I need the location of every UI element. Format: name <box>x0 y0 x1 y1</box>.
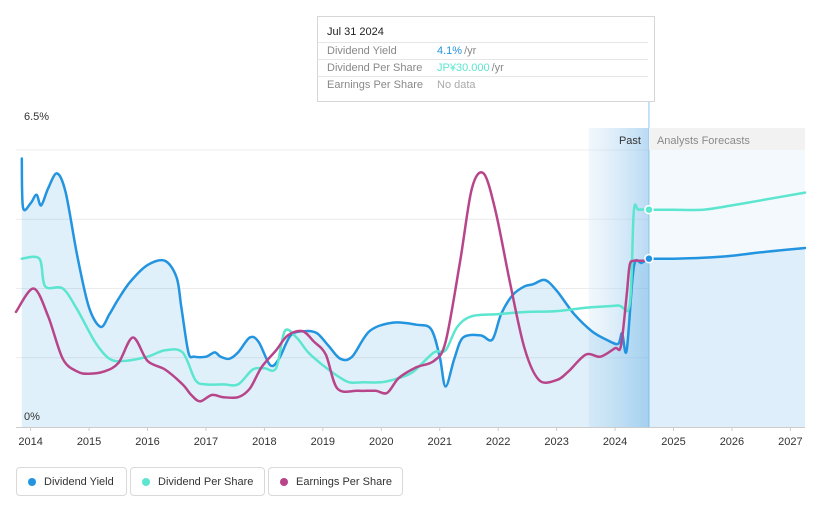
x-tick-label: 2014 <box>18 436 42 448</box>
forecast-label: Analysts Forecasts <box>657 135 750 147</box>
tooltip-row-dividend-yield: Dividend Yield 4.1%/yr <box>318 42 648 60</box>
tooltip-row-value: JP¥30.000/yr <box>437 62 504 74</box>
x-tick-label: 2017 <box>194 436 218 448</box>
legend-label: Dividend Per Share <box>158 475 254 488</box>
tooltip-row-value: 4.1%/yr <box>437 45 477 57</box>
x-tick-label: 2026 <box>720 436 744 448</box>
tooltip-row-value: No data <box>437 79 476 91</box>
x-tick-label: 2020 <box>369 436 393 448</box>
legend-label: Earnings Per Share <box>296 475 392 488</box>
x-tick-label: 2022 <box>486 436 510 448</box>
x-tick-label: 2016 <box>135 436 159 448</box>
series-lines <box>14 157 807 403</box>
legend-item-earnings-per-share[interactable]: Earnings Per Share <box>268 467 403 496</box>
series-fills <box>21 158 805 427</box>
hover-tooltip: Jul 31 2024 Dividend Yield 4.1%/yr Divid… <box>317 16 655 102</box>
chart-regions: Past Analysts Forecasts <box>588 100 805 427</box>
tooltip-row-label: Earnings Per Share <box>327 79 423 91</box>
dividend-yield-area <box>21 158 650 427</box>
x-tick-label: 2018 <box>252 436 276 448</box>
tooltip-row-dividend-per-share: Dividend Per Share JP¥30.000/yr <box>318 59 648 77</box>
earnings-per-share-line <box>14 171 646 403</box>
past-label: Past <box>619 135 641 147</box>
tooltip-row-label: Dividend Yield <box>327 45 397 57</box>
x-tick-label: 2024 <box>603 436 627 448</box>
x-tick-label: 2025 <box>661 436 685 448</box>
dividend-per-share-marker <box>644 204 654 215</box>
legend-label: Dividend Yield <box>44 475 114 488</box>
dividend-yield-forecast-line <box>647 246 807 260</box>
tooltip-date: Jul 31 2024 <box>327 26 384 38</box>
x-tick-label: 2019 <box>311 436 335 448</box>
legend-dot-icon <box>280 477 288 486</box>
forecast-region <box>648 128 805 427</box>
y-tick-label-min: 0% <box>24 411 40 423</box>
y-tick-label-max: 6.5% <box>24 111 49 123</box>
x-tick-label: 2023 <box>544 436 568 448</box>
past-region <box>588 128 649 427</box>
tooltip-row-label: Dividend Per Share <box>327 62 423 74</box>
x-tick-label: 2027 <box>778 436 802 448</box>
y-axis-ticks: 6.5% 0% <box>24 111 49 423</box>
legend-dot-icon <box>142 477 150 486</box>
legend-dot-icon <box>28 477 36 486</box>
forecast-header <box>648 128 805 150</box>
dividend-yield-marker <box>644 253 654 264</box>
legend-item-dividend-per-share[interactable]: Dividend Per Share <box>130 467 265 496</box>
dividend-per-share-forecast-line <box>647 191 807 212</box>
x-axis-ticks: 2014 2015 2016 2017 2018 2019 2020 2021 2022 2023… <box>18 427 803 448</box>
legend-item-dividend-yield[interactable]: Dividend Yield <box>16 467 127 496</box>
dividend-yield-forecast-area <box>649 248 805 427</box>
hover-markers <box>644 204 654 264</box>
tooltip-row-earnings-per-share: Earnings Per Share No data <box>318 76 648 94</box>
x-tick-label: 2021 <box>427 436 451 448</box>
x-tick-label: 2015 <box>77 436 101 448</box>
